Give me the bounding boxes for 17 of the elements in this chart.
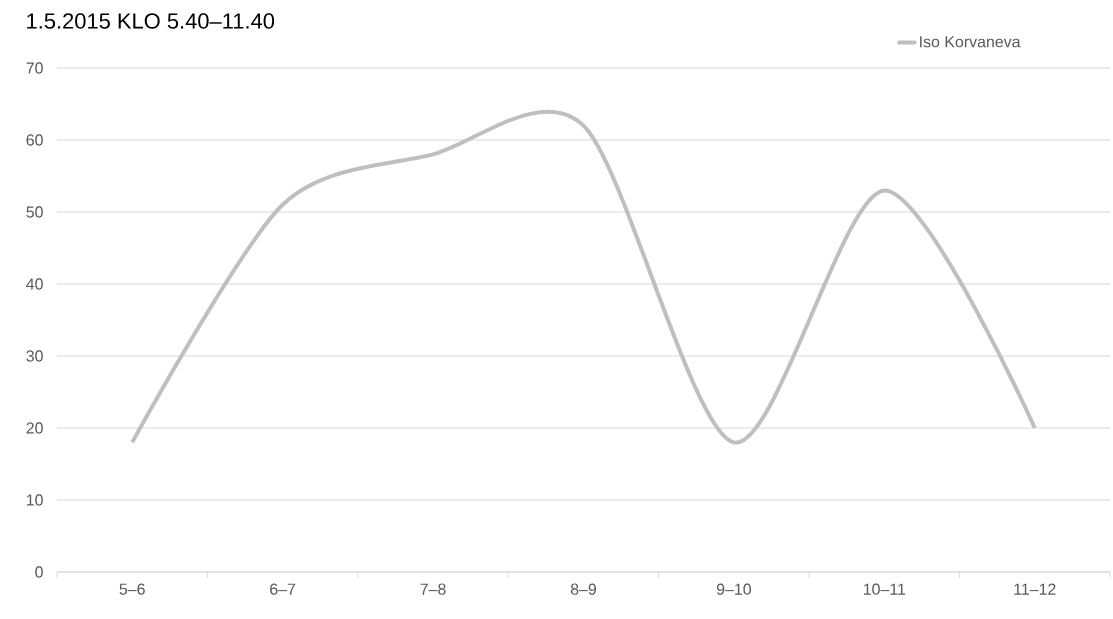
x-tick-label: 10–11 bbox=[863, 583, 906, 595]
legend-label: Iso Korvaneva bbox=[920, 36, 1021, 48]
y-tick-label: 10 bbox=[26, 494, 43, 506]
chart-title: 1.5.2015 KLO 5.40–11.40 bbox=[27, 13, 275, 29]
y-tick-label: 0 bbox=[35, 566, 43, 578]
y-tick-label: 20 bbox=[26, 422, 43, 434]
y-tick-label: 30 bbox=[26, 350, 43, 362]
y-tick-label: 40 bbox=[26, 278, 43, 290]
x-tick-label: 6–7 bbox=[270, 583, 296, 595]
y-tick-label: 70 bbox=[26, 62, 43, 74]
y-tick-label: 50 bbox=[26, 206, 43, 218]
x-tick-label: 5–6 bbox=[119, 583, 145, 595]
x-tick-label: 8–9 bbox=[570, 583, 597, 595]
x-tick-label: 11–12 bbox=[1014, 583, 1056, 595]
x-tick-label: 7–8 bbox=[420, 583, 446, 595]
y-tick-label: 60 bbox=[26, 134, 43, 146]
x-tick-label: 9–10 bbox=[716, 583, 751, 595]
